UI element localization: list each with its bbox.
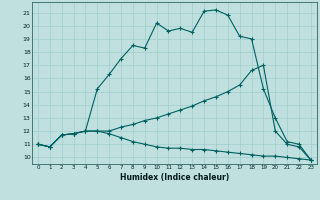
X-axis label: Humidex (Indice chaleur): Humidex (Indice chaleur) — [120, 173, 229, 182]
